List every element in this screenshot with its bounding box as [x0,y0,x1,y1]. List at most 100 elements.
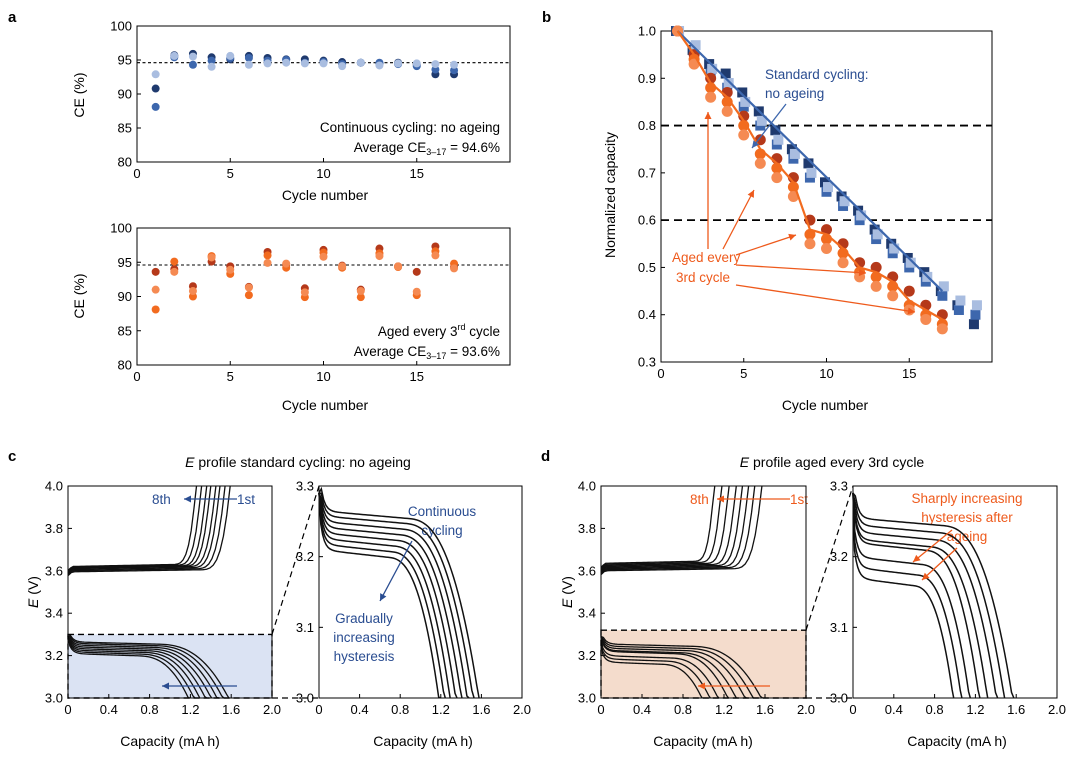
data-point-circle [705,72,717,84]
y-tick-label: 90 [118,289,132,304]
data-point-square [872,229,883,240]
x-tick-label: 5 [227,166,234,181]
data-point-circle [804,238,816,250]
data-point [282,259,291,268]
data-point-circle [738,120,750,132]
data-point [356,293,365,302]
y-tick-label: 0.9 [638,71,656,86]
data-point-circle [771,172,783,184]
data-point [151,102,160,111]
fit-line [676,30,943,321]
data-point-square [773,134,784,145]
axes-frame [67,485,273,699]
inset-discharge-curve [852,492,1006,699]
y-tick-label: 4.0 [45,479,63,494]
y-tick-label: 95 [118,53,132,68]
xlabel-left: Capacity (mA h) [653,733,753,749]
y-tick-label: 80 [118,358,132,373]
arrow-head [913,554,921,562]
annotation-standard-line2: no ageing [765,86,824,101]
arrow-head [698,682,705,690]
panel-label-a: a [8,9,17,26]
panel-label-c: c [8,448,16,465]
x-tick-label: 0 [133,369,140,384]
data-point [170,51,179,60]
charge-curve [600,485,737,571]
data-point [450,60,459,69]
data-point-square [970,309,981,320]
charge-curve [600,485,763,576]
data-point-square [803,158,814,169]
data-point-circle [870,261,882,273]
data-point [244,283,253,292]
x-tick-label: 0.4 [633,702,651,717]
charge-curve [67,485,221,575]
inset-discharge-curve [318,492,475,699]
x-tick-label: 1.6 [472,702,490,717]
y-tick-label: 0.5 [638,260,656,275]
x-tick-label: 15 [902,366,916,381]
data-point-square [770,125,781,136]
discharge-curve [600,636,747,699]
discharge-curve [67,635,225,699]
y-tick-label: 3.2 [45,648,63,663]
arrow-head [858,269,866,277]
x-tick-label: 1.2 [966,702,984,717]
x-tick-label: 15 [410,369,424,384]
xlabel: Cycle number [282,397,369,413]
discharge-curve [67,636,208,699]
data-point [356,287,365,296]
arrow-head [922,572,930,580]
inset-annotation-bottom-line2: increasing [333,630,395,645]
x-tick-label: 1.6 [756,702,774,717]
y-tick-label: 85 [118,323,132,338]
data-point [263,59,272,68]
discharge-curve [600,636,754,699]
y-tick-label: 0.8 [638,118,656,133]
data-point-square [723,78,734,89]
y-tick-label: 1.0 [638,24,656,39]
data-point [300,59,309,68]
inset-discharge-curve [852,492,989,699]
charge-curve [67,485,208,573]
data-point-circle [837,257,849,269]
discharge-curve [67,636,219,699]
xlabel-inset: Capacity (mA h) [373,733,473,749]
arrow-head [788,233,796,241]
data-point [412,59,421,68]
data-point [151,285,160,294]
axes-frame [852,485,1058,699]
zoom-region-outline [67,633,273,699]
data-point [263,251,272,260]
arrow-hysteresis [379,540,413,602]
inset-annotation-line2: hysteresis after [921,510,1013,525]
data-point [226,265,235,274]
arrow-aged-3 [735,234,797,256]
y-tick-label: 0.3 [638,355,656,370]
x-tick-label: 2.0 [797,702,815,717]
data-point-circle [870,280,882,292]
y-tick-label: 95 [118,255,132,270]
data-point-square [955,295,966,306]
data-point [170,257,179,266]
x-tick-label: 1.2 [432,702,450,717]
panel-b: b Normalized capacity Cycle number Stand… [542,9,993,413]
x-tick-label: 10 [819,366,833,381]
inset-annotation-top-line2: cycling [421,523,462,538]
data-point-square [720,68,731,79]
data-point-circle [903,285,915,297]
y-tick-label: 80 [118,155,132,170]
x-tick-label: 0 [315,702,322,717]
zoom-connector [805,485,854,631]
data-point-square [937,290,948,301]
data-point [244,53,253,62]
y-tick-label: 3.0 [830,691,848,706]
panel-a-bottom: CE (%) Cycle number Aged every 3rd cycle… [71,221,511,413]
discharge-curve [600,636,711,699]
data-point [188,287,197,296]
x-tick-label: 0 [64,702,71,717]
data-point [450,264,459,273]
fit-line [676,30,944,292]
discharge-curve [67,636,201,699]
